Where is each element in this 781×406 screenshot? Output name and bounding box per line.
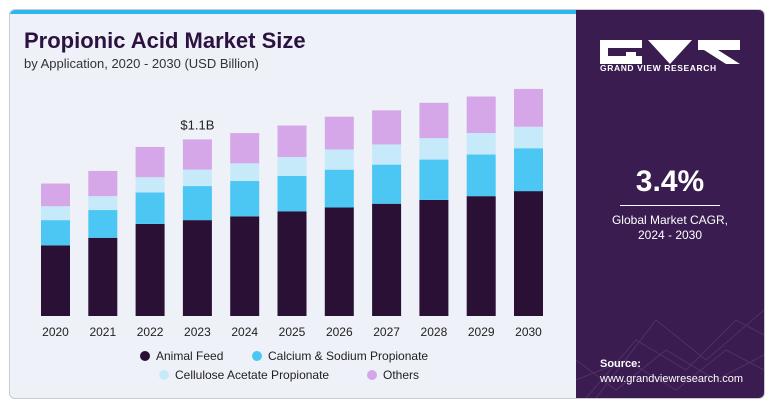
bar-segment-2028-2 bbox=[419, 138, 449, 160]
x-tick-label: 2025 bbox=[279, 325, 306, 339]
bar-segment-2027-3 bbox=[372, 110, 402, 145]
bar-segment-2025-3 bbox=[277, 125, 307, 158]
legend-label: Animal Feed bbox=[156, 349, 223, 363]
bar-segment-2030-2 bbox=[514, 126, 543, 149]
bar-segment-2026-1 bbox=[324, 169, 354, 208]
legend-marker bbox=[367, 370, 377, 380]
bar-segment-2027-2 bbox=[372, 144, 402, 165]
x-tick-label: 2029 bbox=[468, 325, 495, 339]
bar-segment-2030-3 bbox=[514, 88, 543, 127]
bar-segment-2024-2 bbox=[230, 163, 260, 182]
bar-segment-2022-1 bbox=[135, 192, 165, 224]
bar-segment-2024-1 bbox=[230, 181, 260, 217]
x-tick-label: 2027 bbox=[373, 325, 400, 339]
bar-segment-2026-3 bbox=[324, 116, 354, 150]
page-subtitle: by Application, 2020 - 2030 (USD Billion… bbox=[24, 56, 259, 71]
source-link[interactable]: www.grandviewresearch.com bbox=[600, 373, 744, 385]
cagr-label-line1: Global Market CAGR, bbox=[611, 213, 729, 227]
bar-segment-2029-2 bbox=[466, 133, 496, 155]
bar-segment-2029-0 bbox=[466, 196, 496, 316]
bar-segment-2030-0 bbox=[514, 191, 543, 316]
bar-segment-2022-2 bbox=[135, 177, 165, 193]
bar-segment-2023-3 bbox=[182, 139, 212, 170]
bar-segment-2027-1 bbox=[372, 164, 402, 204]
bar-segment-2025-2 bbox=[277, 157, 307, 176]
bar-segment-2020-2 bbox=[41, 206, 70, 221]
cagr-value: 3.4% bbox=[635, 165, 705, 198]
cagr-label: Global Market CAGR, 2024 - 2030 bbox=[576, 213, 764, 243]
bar-segment-2026-2 bbox=[324, 149, 354, 170]
x-tick-label: 2026 bbox=[326, 325, 353, 339]
legend-marker bbox=[140, 351, 150, 361]
bar-segment-2021-2 bbox=[88, 196, 118, 211]
legend-label: Others bbox=[383, 368, 419, 382]
infographic-card: Propionic Acid Market Size by Applicatio… bbox=[9, 9, 765, 399]
bar-segment-2025-0 bbox=[277, 211, 307, 316]
accent-bar bbox=[10, 10, 576, 14]
bar-segment-2020-3 bbox=[41, 183, 70, 207]
bar-segment-2024-0 bbox=[230, 216, 260, 316]
source-label: Source: bbox=[600, 358, 641, 370]
gvr-logo-icon bbox=[600, 40, 740, 64]
cagr-label-line2: 2024 - 2030 bbox=[637, 228, 703, 242]
brand-name: GRAND VIEW RESEARCH bbox=[600, 63, 717, 73]
bar-segment-2020-1 bbox=[41, 220, 70, 246]
decorative-pattern bbox=[576, 309, 764, 398]
bar-segment-2022-0 bbox=[135, 223, 165, 316]
legend-label: Calcium & Sodium Propionate bbox=[268, 349, 428, 363]
bar-segment-2023-1 bbox=[182, 186, 212, 221]
bar-segment-2028-0 bbox=[419, 199, 449, 316]
bar-segment-2020-0 bbox=[41, 245, 70, 316]
bar-segment-2026-0 bbox=[324, 207, 354, 316]
bar-segment-2024-3 bbox=[230, 133, 260, 164]
bar-segment-2021-1 bbox=[88, 210, 118, 238]
x-tick-label: 2022 bbox=[137, 325, 164, 339]
x-tick-label: 2028 bbox=[421, 325, 448, 339]
legend-marker bbox=[159, 370, 169, 380]
x-tick-label: 2020 bbox=[42, 325, 69, 339]
bar-annotation: $1.1B bbox=[180, 117, 214, 132]
bar-segment-2023-0 bbox=[182, 220, 212, 316]
legend-label: Cellulose Acetate Propionate bbox=[175, 368, 329, 382]
x-tick-label: 2030 bbox=[515, 325, 542, 339]
x-tick-label: 2024 bbox=[231, 325, 258, 339]
legend-marker bbox=[252, 351, 262, 361]
bar-segment-2023-2 bbox=[182, 169, 212, 187]
cagr-divider bbox=[620, 205, 720, 206]
x-tick-label: 2023 bbox=[184, 325, 211, 339]
bar-segment-2027-0 bbox=[372, 203, 402, 316]
bar-segment-2028-3 bbox=[419, 102, 449, 139]
summary-panel: GRAND VIEW RESEARCH 3.4% Global Market C… bbox=[576, 10, 764, 398]
bar-segment-2028-1 bbox=[419, 159, 449, 200]
bar-segment-2021-3 bbox=[88, 170, 118, 197]
bar-segment-2029-1 bbox=[466, 154, 496, 197]
bar-segment-2030-1 bbox=[514, 148, 543, 192]
chart-panel: Propionic Acid Market Size by Applicatio… bbox=[10, 10, 576, 398]
x-tick-label: 2021 bbox=[89, 325, 116, 339]
stacked-bar-chart: 2020 2021 2022 2023 $1.1B 2024 2025 2026 2027 202… bbox=[41, 88, 543, 382]
page-title: Propionic Acid Market Size bbox=[24, 28, 306, 53]
bar-segment-2025-1 bbox=[277, 175, 307, 212]
bar-segment-2022-3 bbox=[135, 146, 165, 178]
bar-segment-2029-3 bbox=[466, 96, 496, 134]
bar-segment-2021-0 bbox=[88, 237, 118, 316]
